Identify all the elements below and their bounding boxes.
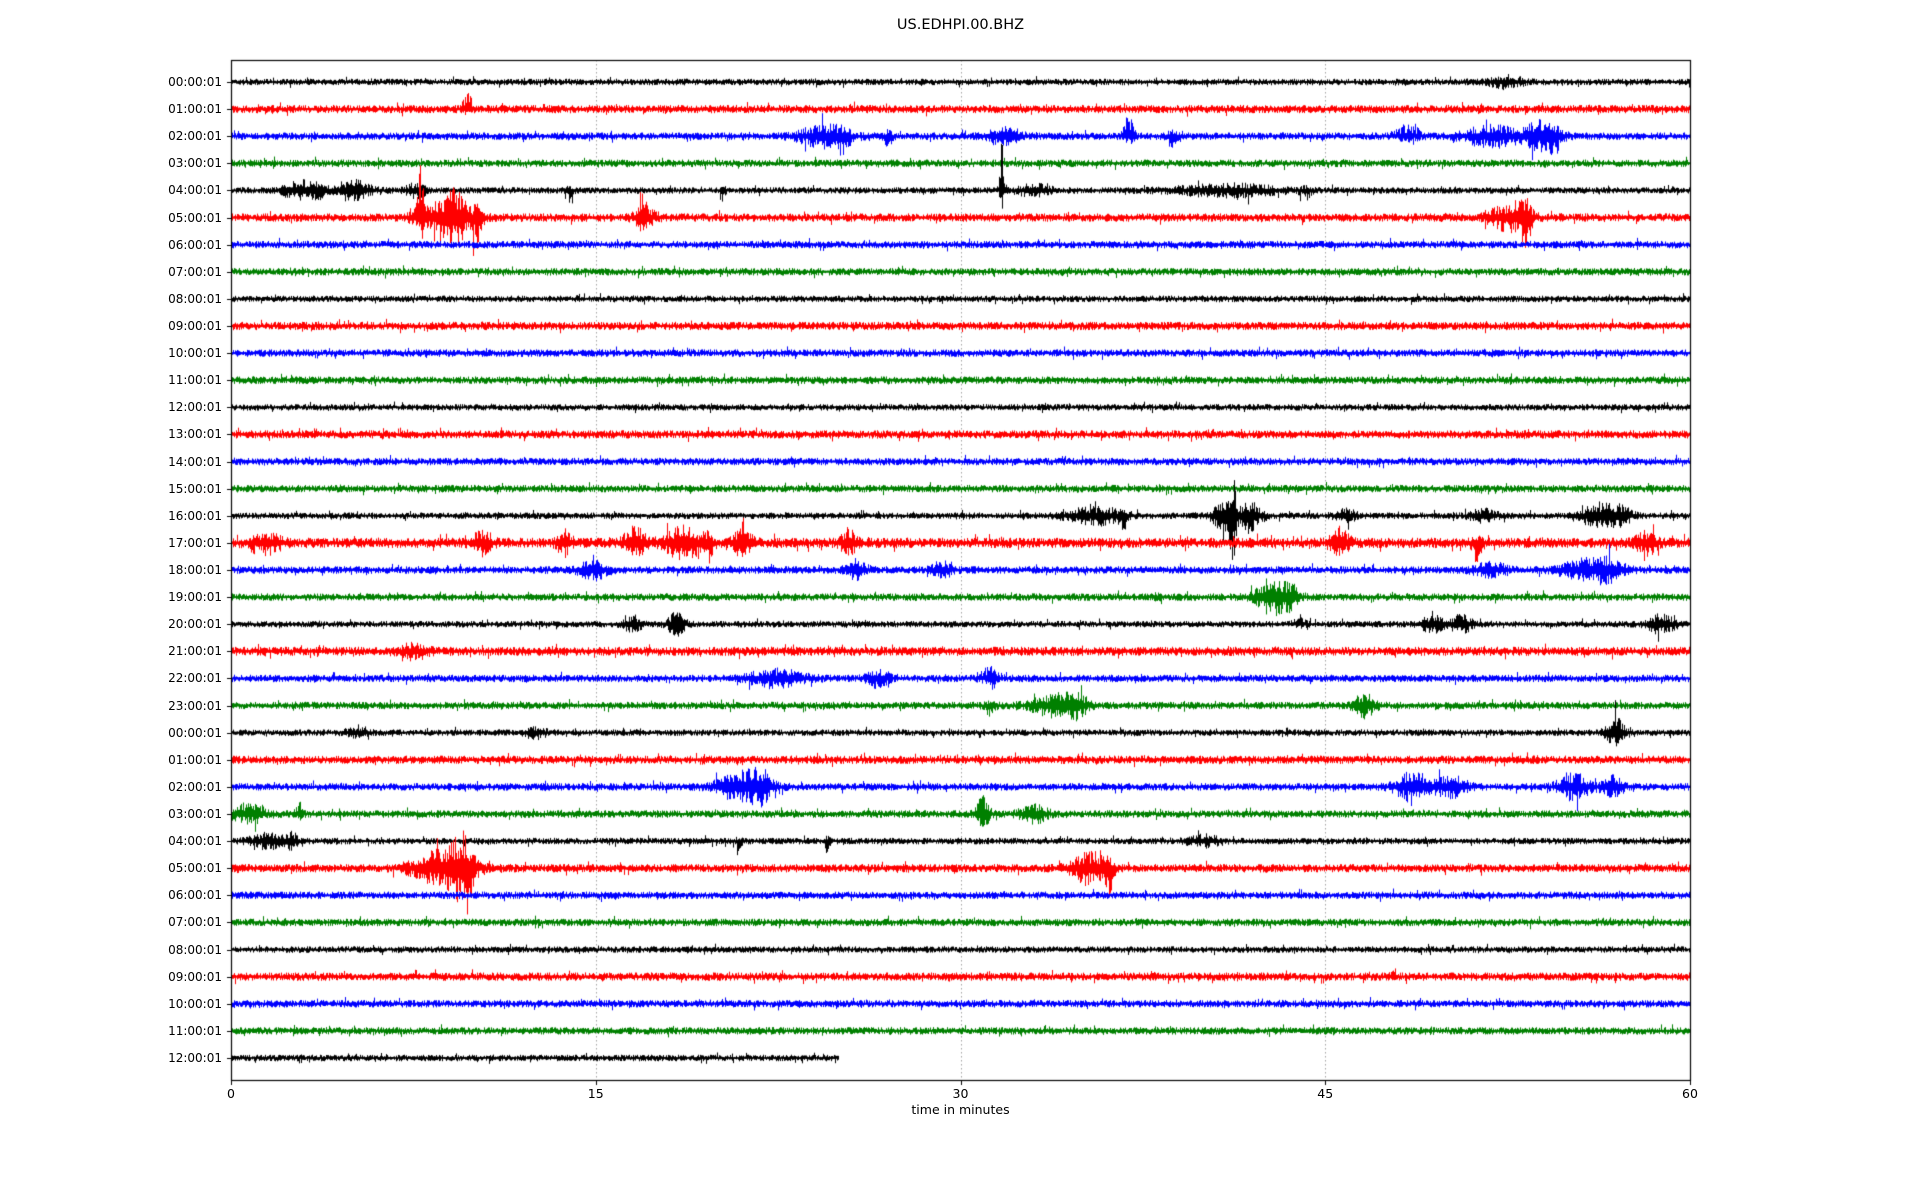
y-axis-label: 11:00:01: [168, 373, 222, 388]
y-axis-label: 12:00:01: [168, 400, 222, 415]
x-axis-label: time in minutes: [911, 1102, 1010, 1117]
y-axis-label: 02:00:01: [168, 129, 222, 144]
x-tick-label: 60: [1682, 1086, 1698, 1101]
y-axis-label: 20:00:01: [168, 617, 222, 632]
y-axis-label: 16:00:01: [168, 508, 222, 523]
y-axis-label: 05:00:01: [168, 861, 222, 876]
x-tick-label: 45: [1317, 1086, 1334, 1101]
y-axis-label: 07:00:01: [168, 264, 222, 279]
y-axis-label: 04:00:01: [168, 834, 222, 849]
y-axis-label: 03:00:01: [168, 156, 222, 171]
y-axis-label: 09:00:01: [168, 969, 222, 984]
x-tick-label: 15: [587, 1086, 604, 1101]
y-axis-label: 17:00:01: [168, 535, 222, 550]
y-axis-label: 05:00:01: [168, 210, 222, 225]
y-axis-label: 08:00:01: [168, 291, 222, 306]
y-axis-label: 11:00:01: [168, 1023, 222, 1038]
y-axis-label: 19:00:01: [168, 590, 222, 605]
y-axis-label: 02:00:01: [168, 779, 222, 794]
y-axis-label: 13:00:01: [168, 427, 222, 442]
page-title: US.EDHPI.00.BHZ: [896, 17, 1025, 33]
y-axis-label: 06:00:01: [168, 237, 222, 252]
y-axis-label: 23:00:01: [168, 698, 222, 713]
y-axis-label: 07:00:01: [168, 915, 222, 930]
y-axis-label: 08:00:01: [168, 942, 222, 957]
x-tick-label: 30: [952, 1086, 969, 1101]
y-axis-label: 03:00:01: [168, 807, 222, 821]
y-axis-label: 09:00:01: [168, 319, 222, 333]
y-axis-label: 01:00:01: [168, 102, 222, 117]
y-axis-label: 06:00:01: [168, 888, 222, 903]
x-tick-label: 0: [227, 1086, 235, 1101]
y-axis-label: 12:00:01: [168, 1051, 222, 1065]
y-axis-label: 15:00:01: [168, 481, 222, 496]
y-axis-label: 00:00:01: [168, 75, 222, 89]
y-axis-label: 00:00:01: [168, 725, 222, 740]
y-axis-label: 14:00:01: [168, 454, 222, 469]
y-axis-label: 18:00:01: [168, 563, 222, 577]
y-axis-label: 10:00:01: [168, 996, 222, 1011]
y-axis-label: 22:00:01: [168, 671, 222, 686]
y-axis-label: 04:00:01: [168, 183, 222, 198]
y-axis-label: 21:00:01: [168, 644, 222, 659]
y-axis-label: 10:00:01: [168, 346, 222, 361]
y-axis-label: 01:00:01: [168, 752, 222, 767]
